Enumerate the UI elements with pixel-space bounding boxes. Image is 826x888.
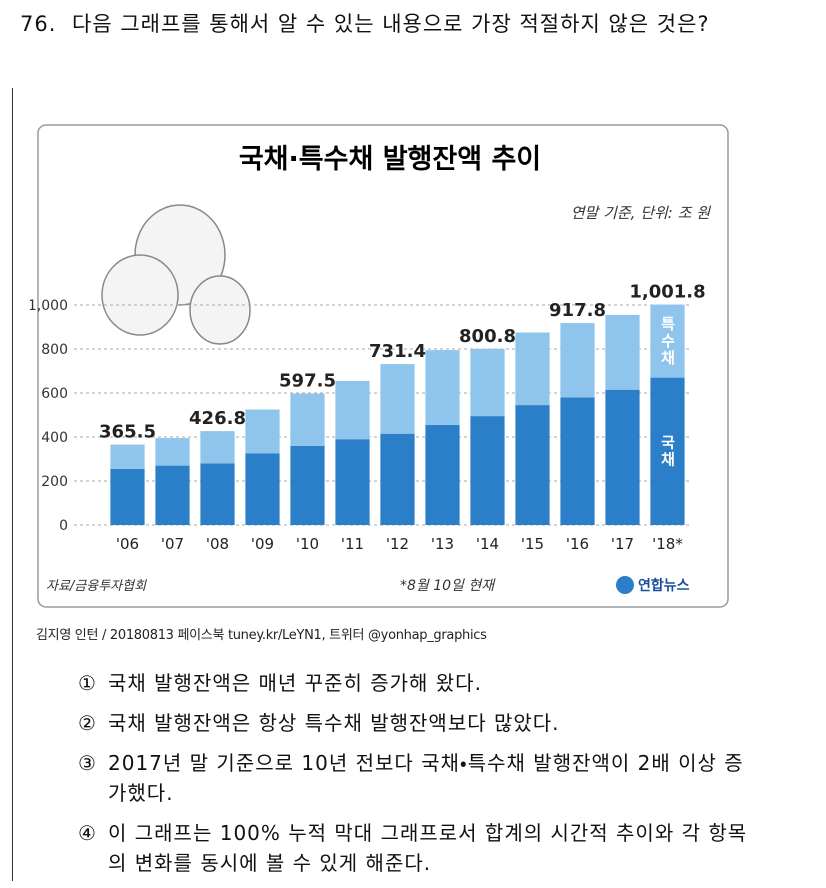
- bar-segment: [290, 393, 325, 446]
- y-tick-label: 0: [59, 518, 68, 534]
- x-tick-label: '07: [161, 535, 184, 553]
- choice: ④ 이 그래프는 100% 누적 막대 그래프로서 합계의 시간적 추이와 각 항…: [78, 818, 758, 878]
- y-tick-label: 200: [41, 474, 68, 490]
- x-tick-label: '12: [386, 535, 409, 553]
- choice-text: 이 그래프는 100% 누적 막대 그래프로서 합계의 시간적 추이와 각 항목…: [108, 821, 748, 875]
- choice-marker: ①: [78, 671, 97, 695]
- question: 76. 다음 그래프를 통해서 알 수 있는 내용으로 가장 적절하지 않은 것은…: [20, 8, 812, 40]
- choice: ② 국채 발행잔액은 항상 특수채 발행잔액보다 많았다.: [78, 708, 758, 738]
- choice-marker: ②: [78, 711, 97, 735]
- bar-segment: [425, 350, 460, 425]
- x-tick-label: '09: [251, 535, 274, 553]
- bar-segment: [155, 438, 190, 466]
- bar-segment: [380, 364, 415, 434]
- legend-label: 국채: [659, 434, 677, 468]
- y-tick-label: 800: [41, 342, 68, 358]
- bar-segment: [200, 431, 235, 464]
- choice-text: 국채 발행잔액은 매년 꾸준히 증가해 왔다.: [108, 671, 482, 695]
- source: 자료/금융투자협회: [46, 579, 147, 594]
- total-label: 800.8: [459, 326, 516, 347]
- y-tick-label: 400: [41, 430, 68, 446]
- bar-segment: [560, 323, 595, 398]
- choice-marker: ④: [78, 821, 97, 845]
- bar-segment: [605, 389, 640, 525]
- total-label: 731.4: [369, 341, 426, 362]
- x-tick-label: '08: [206, 535, 229, 553]
- total-label: 426.8: [189, 408, 246, 429]
- note: *8월 10일 현재: [400, 578, 496, 594]
- money-bags: [101, 204, 251, 345]
- bar-segment: [605, 314, 640, 390]
- bar-segment: [515, 332, 550, 406]
- bar-segment: [470, 348, 505, 417]
- bar-segment: [515, 405, 550, 525]
- y-tick-label: 600: [41, 386, 68, 402]
- choice-marker: ③: [78, 751, 97, 775]
- bar-segment: [650, 377, 685, 525]
- bar-segment: [200, 463, 235, 525]
- x-tick-label: '14: [476, 535, 499, 553]
- bar-segment: [155, 465, 190, 525]
- total-label: 597.5: [279, 371, 336, 392]
- bar-segment: [110, 468, 145, 525]
- bar-segment: [425, 424, 460, 525]
- choice: ③ 2017년 말 기준으로 10년 전보다 국채・특수채 발행잔액이 2배 이상…: [78, 748, 758, 808]
- bar-segment: [335, 439, 370, 525]
- logo-icon: [616, 576, 634, 594]
- credit: 김지영 인턴 / 20180813 페이스북 tuney.kr/LeYN1, 트…: [36, 628, 487, 643]
- y-tick-label: 1,000: [30, 298, 68, 314]
- choice-text: 2017년 말 기준으로 10년 전보다 국채・특수채 발행잔액이 2배 이상 …: [108, 751, 744, 805]
- bar-segment: [245, 453, 280, 525]
- bar-segment: [470, 416, 505, 525]
- total-label: 917.8: [549, 300, 606, 321]
- bar-segment: [290, 445, 325, 525]
- bar-segment: [335, 380, 370, 440]
- total-label: 1,001.8: [629, 282, 705, 303]
- x-tick-label: '11: [341, 535, 364, 553]
- margin-rule: [12, 88, 13, 881]
- bar-segment: [560, 397, 595, 525]
- total-label: 365.5: [99, 422, 156, 443]
- legend-label: 특수채: [659, 316, 677, 367]
- x-tick-label: '15: [521, 535, 544, 553]
- bar-segment: [650, 304, 685, 378]
- bar-segment: [380, 433, 415, 525]
- x-tick-label: '17: [611, 535, 634, 553]
- chart-title: 국채·특수채 발행잔액 추이: [239, 144, 541, 175]
- x-tick-label: '13: [431, 535, 454, 553]
- x-tick-label: '16: [566, 535, 589, 553]
- question-text: 다음 그래프를 통해서 알 수 있는 내용으로 가장 적절하지 않은 것은?: [72, 12, 710, 36]
- x-tick-label: '18*: [652, 535, 683, 553]
- bar-segment: [245, 409, 280, 454]
- chart-subtitle: 연말 기준, 단위: 조 원: [571, 204, 711, 222]
- bar-segment: [110, 444, 145, 469]
- choice-text: 국채 발행잔액은 항상 특수채 발행잔액보다 많았다.: [108, 711, 560, 735]
- logo: 연합뉴스: [638, 577, 690, 594]
- question-number: 76.: [20, 12, 57, 36]
- x-tick-label: '06: [116, 535, 139, 553]
- chart: 국채·특수채 발행잔액 추이 연말 기준, 단위: 조 원 자료/금융투자협회 …: [30, 124, 729, 608]
- choice: ① 국채 발행잔액은 매년 꾸준히 증가해 왔다.: [78, 668, 758, 698]
- choices: ① 국채 발행잔액은 매년 꾸준히 증가해 왔다. ② 국채 발행잔액은 항상 특수채…: [78, 668, 758, 888]
- x-tick-label: '10: [296, 535, 319, 553]
